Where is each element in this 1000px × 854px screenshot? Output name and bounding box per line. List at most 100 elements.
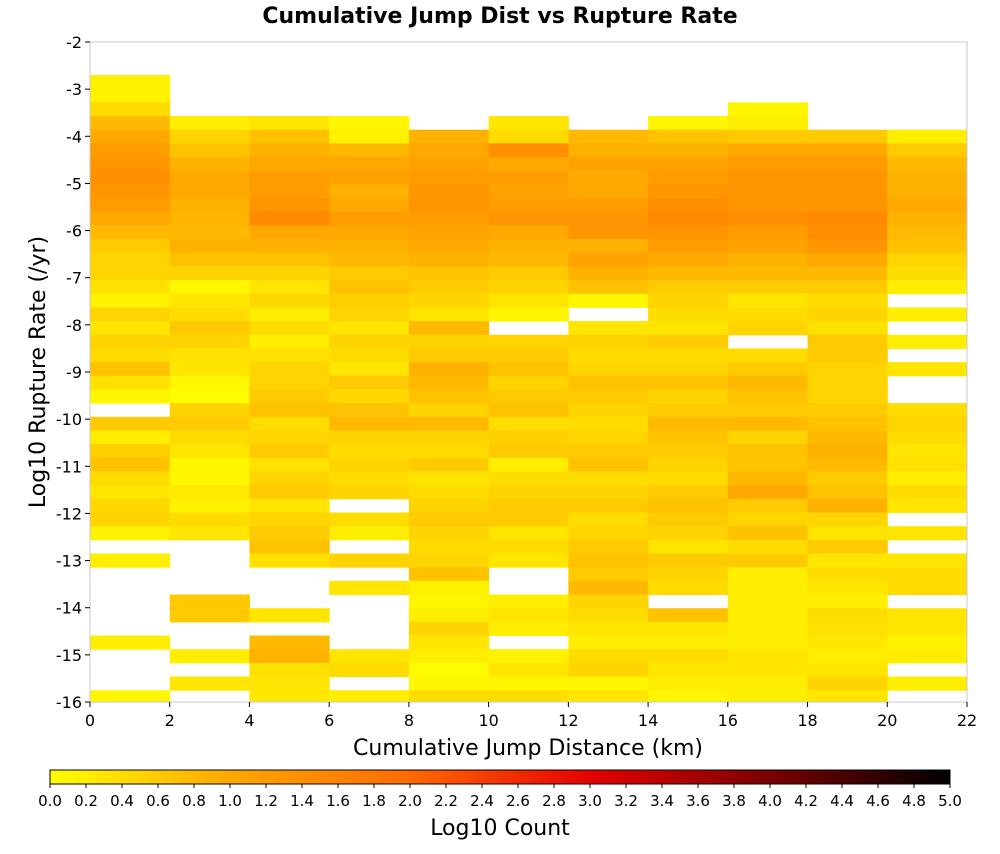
heatmap-cell bbox=[249, 553, 330, 568]
heatmap-cell bbox=[408, 157, 490, 172]
heatmap-cell bbox=[249, 608, 330, 623]
heatmap-cell bbox=[648, 567, 729, 582]
heatmap-cell bbox=[648, 198, 729, 213]
heatmap-cell bbox=[727, 594, 809, 609]
heatmap-cell bbox=[648, 416, 729, 431]
heatmap-cell bbox=[169, 293, 250, 308]
heatmap-cell bbox=[727, 608, 809, 623]
heatmap-cell bbox=[249, 539, 330, 554]
heatmap-cell bbox=[488, 348, 569, 363]
heatmap-cell bbox=[249, 403, 330, 418]
heatmap-cell bbox=[408, 553, 490, 568]
colorbar-tick-label: 0.2 bbox=[74, 792, 98, 810]
heatmap-cell bbox=[568, 567, 649, 582]
heatmap-cell bbox=[249, 225, 330, 240]
heatmap-cell bbox=[727, 321, 809, 336]
heatmap-cell bbox=[568, 512, 649, 527]
heatmap-cell bbox=[408, 594, 490, 609]
heatmap-cell bbox=[568, 198, 649, 213]
heatmap-cell bbox=[807, 608, 888, 623]
x-axis-ticks: 0 2 4 6 8 10 12 14 16 18 20 22 bbox=[85, 702, 977, 730]
heatmap-cell bbox=[90, 348, 171, 363]
y-tick-label: -14 bbox=[56, 599, 82, 618]
heatmap-cell bbox=[887, 567, 968, 582]
colorbar-tick-label: 4.6 bbox=[866, 792, 890, 810]
heatmap-cell bbox=[807, 512, 888, 527]
heatmap-cell bbox=[249, 430, 330, 445]
heatmap-cell bbox=[169, 676, 250, 691]
heatmap-cell bbox=[568, 649, 649, 664]
heatmap-cell bbox=[887, 362, 968, 377]
heatmap-cell bbox=[90, 184, 171, 199]
heatmap-cell bbox=[249, 307, 330, 322]
heatmap-cell bbox=[648, 143, 729, 158]
heatmap-cell bbox=[249, 457, 330, 472]
heatmap-cell bbox=[90, 307, 171, 322]
heatmap-cell bbox=[568, 621, 649, 637]
heatmap-cell bbox=[169, 143, 250, 158]
heatmap-cell bbox=[169, 403, 250, 418]
heatmap-cell bbox=[169, 266, 250, 281]
colorbar-tick-label: 2.8 bbox=[542, 792, 566, 810]
heatmap-cell bbox=[887, 580, 968, 596]
colorbar-tick-label: 4.8 bbox=[902, 792, 926, 810]
heatmap-cell bbox=[648, 334, 729, 349]
heatmap-cell bbox=[329, 280, 410, 295]
heatmap-cell bbox=[488, 676, 569, 691]
heatmap-cell bbox=[568, 485, 649, 500]
heatmap-cell bbox=[249, 498, 330, 513]
heatmap-cell bbox=[90, 635, 171, 650]
heatmap-cell bbox=[648, 539, 729, 554]
colorbar-ticks: 0.0 0.2 0.4 0.6 0.8 1.0 1.2 1.4 1.6 1.8 2.0 2.2 2.4 2… bbox=[38, 784, 962, 810]
heatmap-cell bbox=[329, 239, 410, 254]
heatmap-cell bbox=[169, 129, 250, 144]
heatmap-cell bbox=[329, 143, 410, 158]
y-tick-label: -16 bbox=[56, 693, 82, 712]
heatmap-cell bbox=[408, 266, 490, 281]
heatmap-cell bbox=[90, 457, 171, 472]
heatmap-cell bbox=[648, 649, 729, 664]
colorbar-tick-label: 4.0 bbox=[758, 792, 782, 810]
heatmap-cell bbox=[169, 307, 250, 322]
heatmap-cell bbox=[90, 102, 171, 117]
heatmap-cell bbox=[249, 198, 330, 213]
colorbar-tick-label: 3.8 bbox=[722, 792, 746, 810]
heatmap-cell bbox=[169, 198, 250, 213]
heatmap-cell bbox=[807, 457, 888, 472]
colorbar-label: Log10 Count bbox=[430, 816, 570, 841]
heatmap-cell bbox=[727, 293, 809, 308]
y-tick-label: -9 bbox=[66, 363, 82, 382]
heatmap-cell bbox=[408, 225, 490, 240]
heatmap-cell bbox=[727, 375, 809, 390]
heatmap-cell bbox=[169, 471, 250, 486]
heatmap-cell bbox=[249, 471, 330, 486]
heatmap-cell bbox=[90, 444, 171, 459]
heatmap-cell bbox=[727, 252, 809, 267]
heatmap-cell bbox=[488, 157, 569, 172]
heatmap-cell bbox=[329, 362, 410, 377]
heatmap-cell bbox=[887, 430, 968, 445]
heatmap-cell bbox=[169, 225, 250, 240]
heatmap-cell bbox=[249, 416, 330, 431]
heatmap-cell bbox=[169, 526, 250, 541]
heatmap-cell bbox=[329, 225, 410, 240]
y-tick-label: -6 bbox=[66, 222, 82, 241]
colorbar-tick-label: 0.6 bbox=[146, 792, 170, 810]
heatmap-cell bbox=[249, 321, 330, 336]
heatmap-cell bbox=[408, 430, 490, 445]
heatmap-cell bbox=[807, 539, 888, 554]
heatmap-cell bbox=[169, 594, 250, 609]
heatmap-cell bbox=[887, 403, 968, 418]
heatmap-cell bbox=[169, 348, 250, 363]
heatmap-cell bbox=[807, 416, 888, 431]
heatmap-cell bbox=[90, 526, 171, 541]
heatmap-cell bbox=[727, 635, 809, 650]
heatmap-cell bbox=[648, 307, 729, 322]
heatmap-cell bbox=[249, 512, 330, 527]
heatmap-cell bbox=[249, 266, 330, 281]
heatmap-cell bbox=[90, 498, 171, 513]
heatmap-cell bbox=[90, 553, 171, 568]
heatmap-cell bbox=[408, 457, 490, 472]
heatmap-cell bbox=[727, 690, 809, 703]
heatmap-cell bbox=[249, 129, 330, 144]
